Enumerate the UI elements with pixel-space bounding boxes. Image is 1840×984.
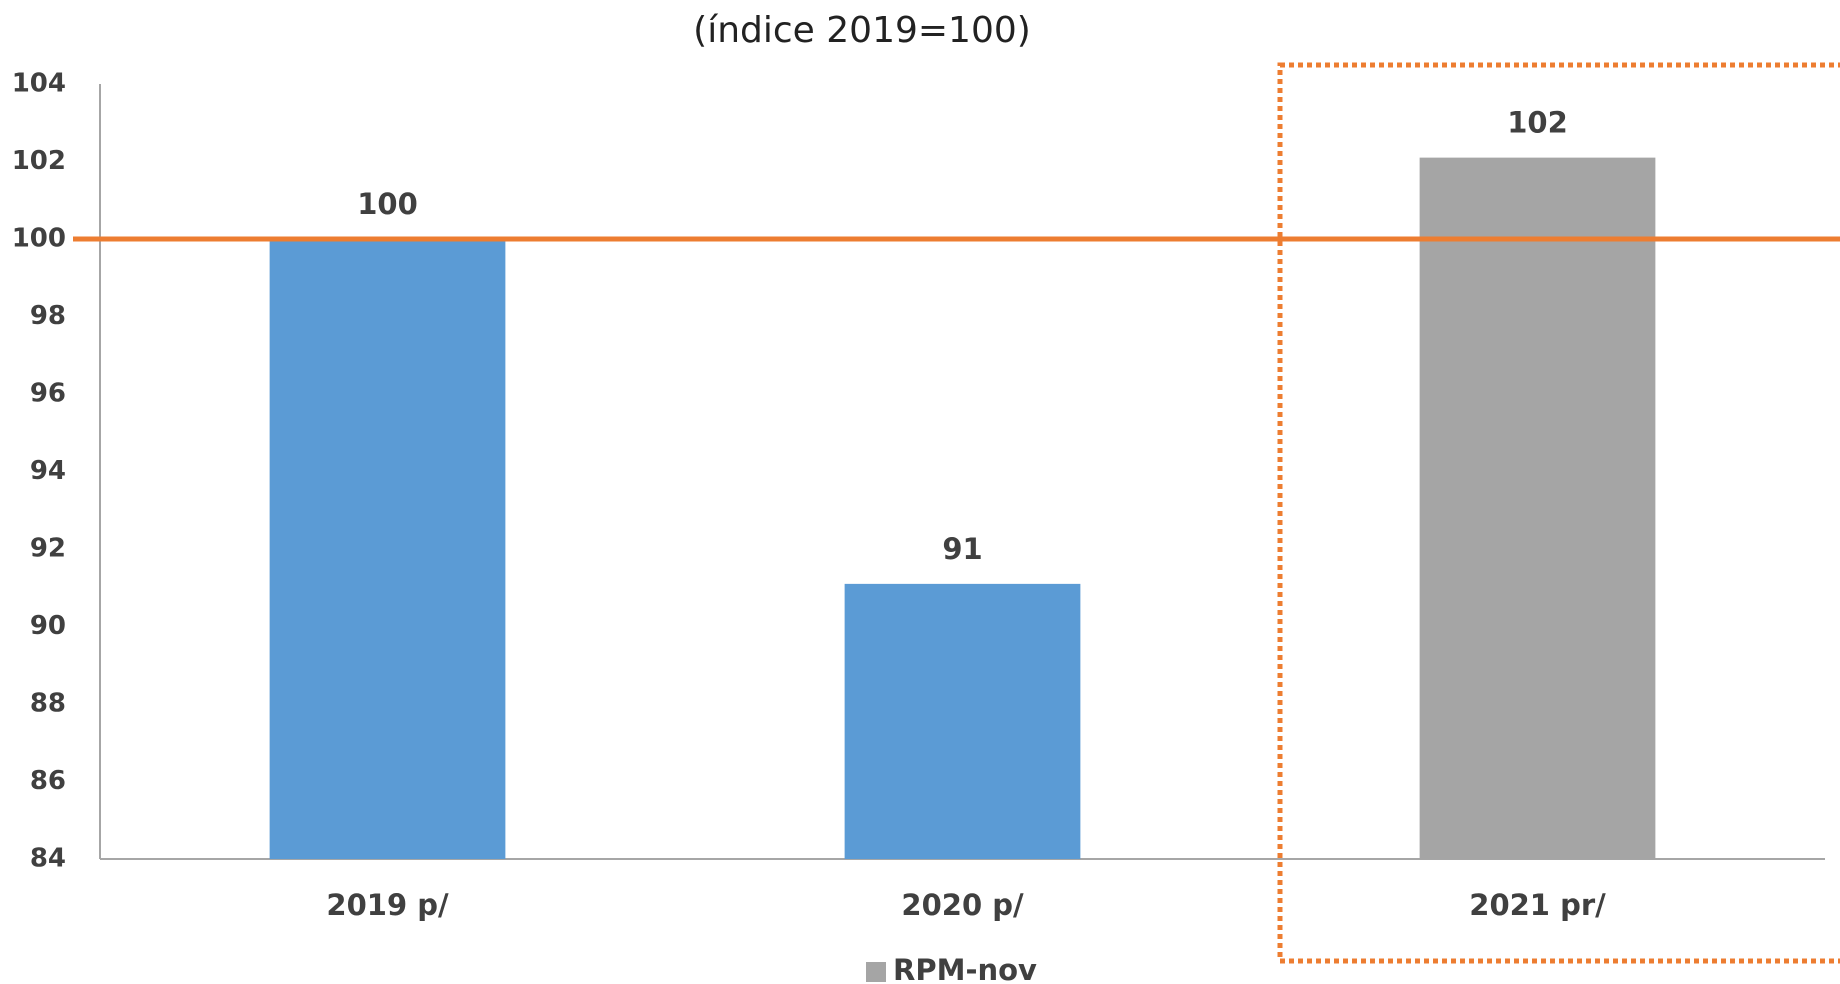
y-tick-label: 100 (12, 224, 66, 254)
x-tick-label: 2019 p/ (326, 888, 449, 922)
y-tick-label: 96 (30, 379, 66, 409)
y-tick-label: 104 (12, 69, 66, 99)
bar (1419, 157, 1656, 859)
highlight-box (1277, 62, 1840, 964)
bar (844, 583, 1081, 859)
y-tick-label: 102 (12, 146, 66, 176)
y-tick-label: 86 (30, 766, 66, 796)
y-tick-label: 92 (30, 534, 66, 564)
chart-title: (índice 2019=100) (693, 10, 1031, 51)
data-label: 100 (357, 187, 418, 221)
y-tick-label: 94 (30, 456, 66, 486)
data-label: 102 (1507, 106, 1568, 140)
x-tick-label: 2020 p/ (901, 888, 1024, 922)
bar (269, 239, 506, 859)
x-tick-label: 2021 pr/ (1469, 888, 1606, 922)
y-tick-label: 88 (30, 689, 66, 719)
legend-swatch (866, 962, 886, 982)
y-tick-label: 90 (30, 611, 66, 641)
legend-label: RPM-nov (893, 953, 1037, 984)
data-label: 91 (942, 532, 982, 566)
y-tick-label: 84 (30, 844, 66, 874)
y-tick-label: 98 (30, 301, 66, 331)
